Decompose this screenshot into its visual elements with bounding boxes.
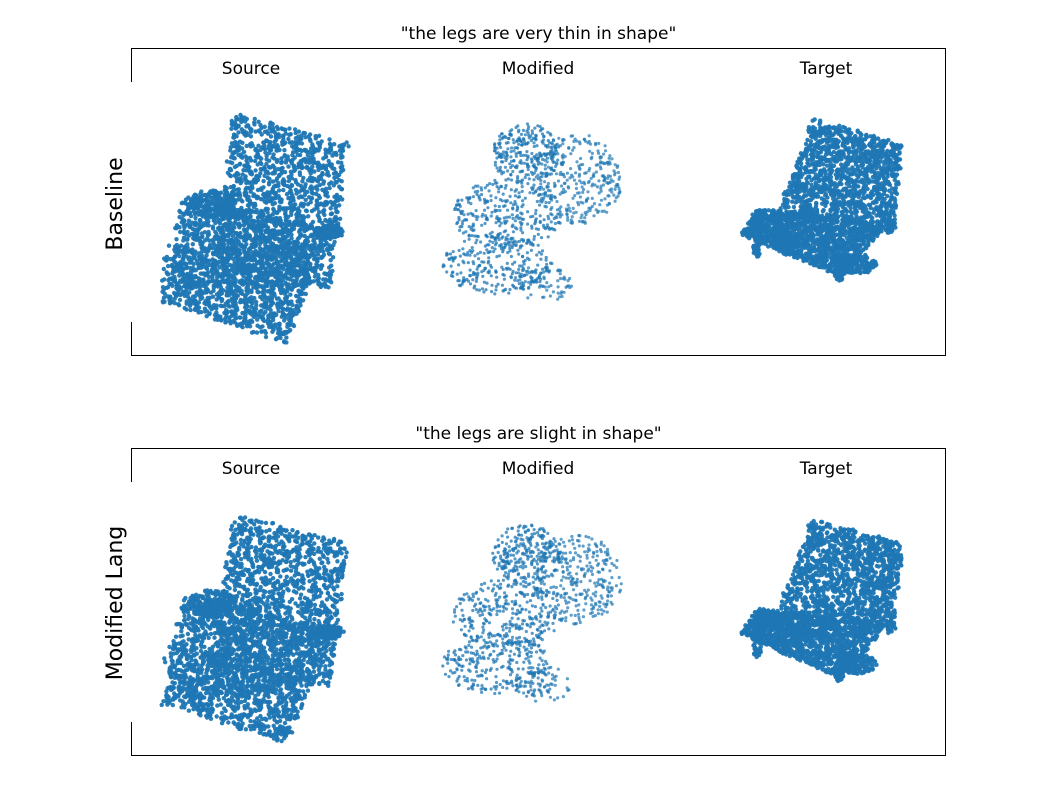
point-group [836, 652, 879, 676]
point-group [836, 252, 879, 276]
panel-1-modified-pointcloud [441, 122, 622, 301]
point-group [778, 518, 904, 631]
point-group [185, 588, 238, 620]
panel-1-col-label-modified: Modified [501, 59, 575, 79]
point-group [531, 134, 622, 225]
panel-1-source-pointcloud [160, 112, 351, 345]
point-group [314, 624, 346, 641]
point-group [441, 633, 553, 696]
panel-1-frame: Source Modified Target [131, 48, 946, 356]
point-group [532, 533, 623, 626]
panel-1-target-pointcloud [739, 117, 904, 283]
point-group [751, 239, 762, 259]
point-group [739, 208, 889, 280]
point-group [514, 666, 571, 703]
panel-2-row-label-text: Modified Lang [103, 525, 128, 681]
point-group [832, 266, 845, 283]
panel-2-source-pointcloud [159, 515, 349, 744]
panel-2-target-pointcloud [739, 518, 904, 684]
point-group [451, 578, 563, 650]
panel-2-col-label-source: Source [221, 459, 281, 479]
point-group [513, 266, 574, 301]
point-group [453, 178, 562, 250]
panel-1-row-label-text: Baseline [103, 157, 128, 251]
panel-1-left-gap [131, 82, 132, 322]
point-group [751, 639, 763, 660]
point-group [315, 223, 345, 240]
panel-2-frame: Source Modified Target [131, 448, 946, 756]
point-group [185, 188, 237, 219]
panel-1-col-label-target: Target [799, 59, 853, 79]
panel-2-title: "the legs are slight in shape" [415, 424, 662, 444]
panel-1-col-label-source: Source [221, 59, 281, 79]
point-group [833, 664, 845, 684]
panel-2-col-label-modified: Modified [501, 459, 575, 479]
panel-1-title: "the legs are very thin in shape" [400, 24, 677, 44]
panel-2-col-label-target: Target [799, 459, 853, 479]
point-group [884, 618, 896, 636]
panel-2-left-gap [131, 482, 132, 722]
point-group [778, 117, 904, 232]
point-group [739, 606, 886, 680]
point-group [441, 233, 554, 296]
point-group [883, 217, 895, 235]
panel-2-modified-pointcloud [441, 523, 623, 703]
